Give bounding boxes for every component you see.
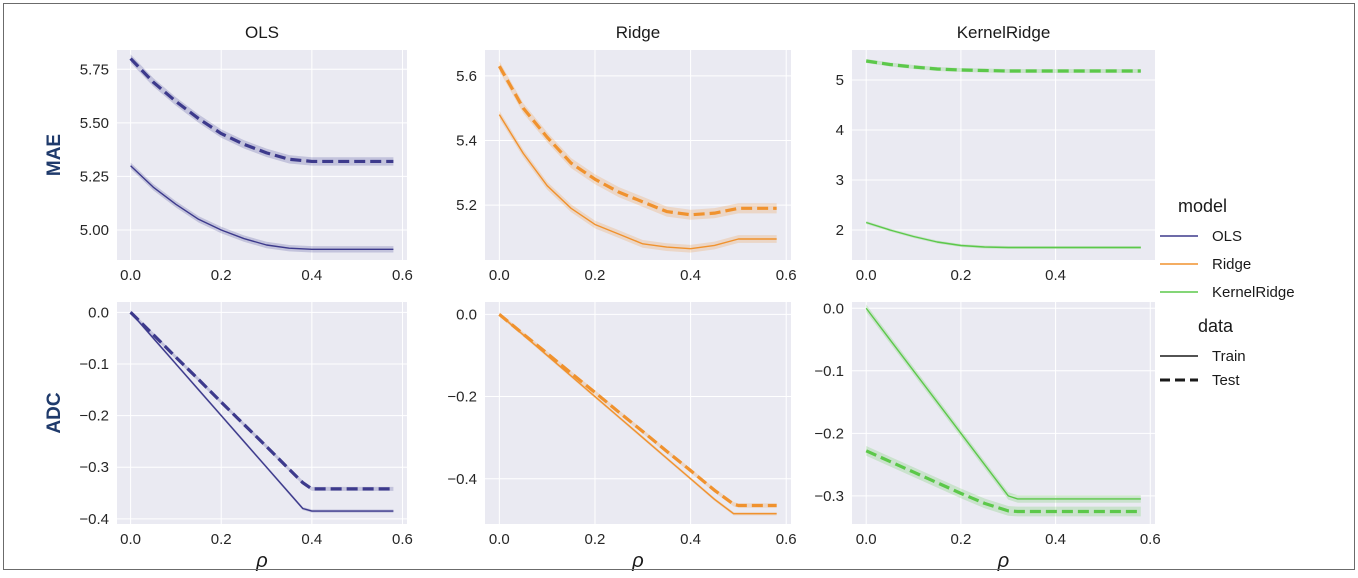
ols-adc-ytick-label: −0.3 xyxy=(79,459,109,476)
ridge-adc-x-axis-label: ρ xyxy=(631,550,643,572)
kernelridge-adc-ytick-label: −0.2 xyxy=(814,425,844,442)
kernelridge-adc-ytick-label: −0.3 xyxy=(814,488,844,505)
ridge-mae-ytick-label: 5.4 xyxy=(456,132,477,149)
legend-label-kernelridge: KernelRidge xyxy=(1212,284,1295,301)
ols-mae-xtick-label: 0.2 xyxy=(211,267,232,284)
kernelridge-adc-test-line xyxy=(865,449,1141,514)
ols-mae-xtick-label: 0.4 xyxy=(301,267,322,284)
ridge-adc-xtick-label: 0.4 xyxy=(680,531,701,548)
ols-adc-ytick-label: −0.1 xyxy=(79,356,109,373)
ridge-mae-test-line xyxy=(497,65,777,217)
ols-mae-train-line xyxy=(130,165,394,250)
ridge-adc-train-line xyxy=(498,313,777,515)
ols-mae-ytick-label: 5.25 xyxy=(80,168,109,185)
kernelridge-adc-xtick-label: 0.4 xyxy=(1045,531,1066,548)
ols-adc-ytick-label: 0.0 xyxy=(88,304,109,321)
kernelridge-adc-test-band xyxy=(866,445,1141,517)
ridge-adc-xtick-label: 0.6 xyxy=(776,531,797,548)
legend-label-ridge: Ridge xyxy=(1212,256,1251,273)
ols-adc-train-line xyxy=(130,311,394,512)
kernelridge-mae-train-line xyxy=(865,221,1141,249)
ols-adc-xtick-label: 0.2 xyxy=(211,531,232,548)
ridge-adc-test-line xyxy=(498,313,777,508)
kernelridge-adc-xtick-label: 0.2 xyxy=(950,531,971,548)
ols-adc-x-axis-label: ρ xyxy=(255,550,267,572)
ols-adc-test-line xyxy=(129,311,394,491)
ridge-mae-ytick-label: 5.2 xyxy=(456,197,477,214)
ridge-adc-xtick-label: 0.0 xyxy=(489,531,510,548)
kernelridge-mae-ytick-label: 4 xyxy=(836,122,844,139)
legend-data-title: data xyxy=(1198,316,1234,336)
ridge-mae-xtick-label: 0.2 xyxy=(585,267,606,284)
kernelridge-mae-xtick-label: 0.2 xyxy=(950,267,971,284)
ridge-mae-xtick-label: 0.0 xyxy=(489,267,510,284)
kernelridge-mae-title: KernelRidge xyxy=(957,23,1051,42)
kernelridge-mae-ytick-label: 2 xyxy=(836,222,844,239)
legend-model-title: model xyxy=(1178,196,1227,216)
ols-mae-test-band xyxy=(130,54,394,166)
ridge-adc-plot-area xyxy=(485,302,791,524)
ols-adc-xtick-label: 0.0 xyxy=(120,531,141,548)
ridge-adc-ytick-label: −0.4 xyxy=(447,471,477,488)
ols-mae-ytick-label: 5.50 xyxy=(80,115,109,132)
kernelridge-adc-xtick-label: 0.6 xyxy=(1140,531,1161,548)
ridge-mae-test-band xyxy=(499,61,777,220)
ridge-mae-train-line xyxy=(498,114,777,250)
ridge-adc-ytick-label: −0.2 xyxy=(447,389,477,406)
kernelridge-adc-plot-area xyxy=(852,302,1155,524)
kernelridge-adc-ytick-label: −0.1 xyxy=(814,363,844,380)
ols-mae-train-band xyxy=(130,162,394,253)
kernelridge-mae-xtick-label: 0.4 xyxy=(1045,267,1066,284)
ols-adc-xtick-label: 0.6 xyxy=(392,531,413,548)
legend-label-test: Test xyxy=(1212,372,1240,389)
ols-adc-xtick-label: 0.4 xyxy=(301,531,322,548)
kernelridge-adc-ytick-label: 0.0 xyxy=(823,300,844,317)
ols-mae-test-line xyxy=(129,57,394,164)
ols-adc-plot-area xyxy=(117,302,407,524)
legend-label-train: Train xyxy=(1212,348,1246,365)
kernelridge-mae-ytick-label: 5 xyxy=(836,72,844,89)
legend-label-ols: OLS xyxy=(1212,228,1242,245)
ridge-mae-title: Ridge xyxy=(616,23,660,42)
ols-mae-xtick-label: 0.6 xyxy=(392,267,413,284)
ols-mae-ytick-label: 5.00 xyxy=(80,222,109,239)
ols-adc-ytick-label: −0.2 xyxy=(79,408,109,425)
ridge-mae-plot-area xyxy=(485,50,791,260)
ols-mae-plot-area xyxy=(117,50,407,260)
kernelridge-mae-xtick-label: 0.0 xyxy=(856,267,877,284)
ridge-adc-ytick-label: 0.0 xyxy=(456,306,477,323)
kernelridge-mae-ytick-label: 3 xyxy=(836,172,844,189)
ridge-mae-xtick-label: 0.6 xyxy=(776,267,797,284)
kernelridge-adc-train-line xyxy=(865,307,1141,500)
ols-mae-xtick-label: 0.0 xyxy=(120,267,141,284)
ridge-mae-ytick-label: 5.6 xyxy=(456,68,477,85)
kernelridge-adc-xtick-label: 0.0 xyxy=(856,531,877,548)
ols-mae-y-axis-label: MAE xyxy=(44,134,65,176)
ols-mae-ytick-label: 5.75 xyxy=(80,61,109,78)
kernelridge-mae-test-line xyxy=(865,59,1141,73)
kernelridge-adc-x-axis-label: ρ xyxy=(997,550,1009,572)
ols-adc-ytick-label: −0.4 xyxy=(79,511,109,528)
ridge-mae-xtick-label: 0.4 xyxy=(680,267,701,284)
ols-adc-y-axis-label: ADC xyxy=(44,392,65,433)
kernelridge-mae-plot-area xyxy=(852,50,1155,260)
ridge-adc-xtick-label: 0.2 xyxy=(585,531,606,548)
ols-mae-title: OLS xyxy=(245,23,279,42)
